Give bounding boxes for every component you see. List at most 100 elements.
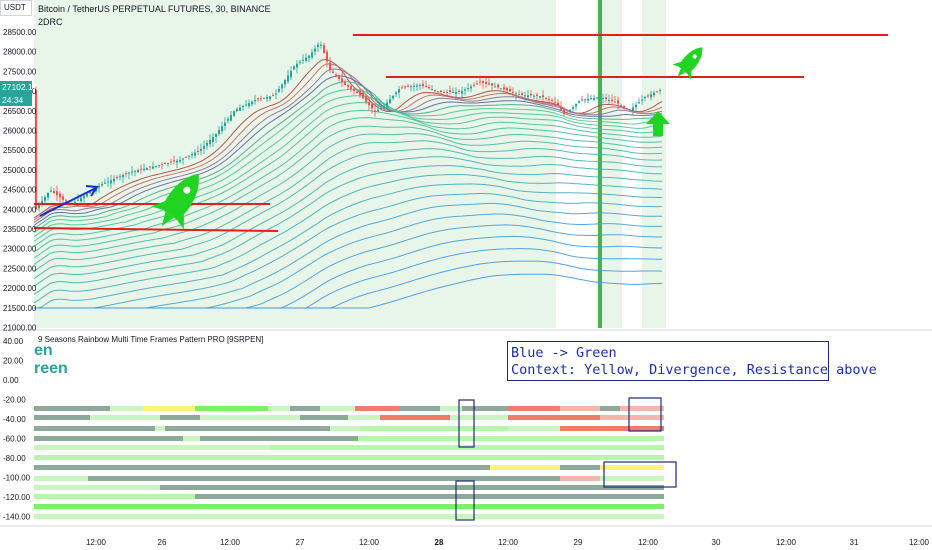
heat-segment bbox=[508, 415, 600, 420]
candle-body bbox=[59, 193, 61, 198]
vertical-marker-line[interactable] bbox=[598, 0, 602, 328]
rainbow-band-line bbox=[33, 81, 663, 230]
time-axis[interactable]: 12:00 26 12:00 27 12:00 28 12:00 29 12:00 30 12:00… bbox=[86, 538, 930, 547]
candle-body bbox=[200, 149, 202, 151]
candle-body bbox=[131, 171, 133, 173]
candle-body bbox=[182, 158, 184, 160]
trend-arrow-icon[interactable] bbox=[39, 185, 99, 217]
indicator-title[interactable]: 9 Seasons Rainbow Multi Time Frames Patt… bbox=[38, 335, 264, 344]
candle-body bbox=[395, 92, 397, 95]
candle-body bbox=[464, 89, 466, 91]
indicator-overlay-text: en bbox=[34, 342, 53, 359]
candle-body bbox=[170, 161, 172, 163]
candle-body bbox=[560, 107, 562, 110]
candle-body bbox=[515, 93, 517, 95]
heat-segment bbox=[34, 465, 490, 470]
candle-body bbox=[401, 87, 403, 89]
candle-body bbox=[89, 191, 91, 194]
candle-body bbox=[641, 99, 643, 101]
candle-body bbox=[614, 101, 616, 103]
candle-body bbox=[335, 74, 337, 76]
candle-body bbox=[260, 98, 262, 100]
candle-body bbox=[197, 151, 199, 152]
candle-body bbox=[398, 89, 400, 93]
heat-segment bbox=[560, 426, 664, 431]
candle-body bbox=[542, 95, 544, 98]
indicator-tick-label: -120.00 bbox=[3, 493, 31, 502]
up-arrow-icon[interactable] bbox=[646, 111, 670, 136]
indicator-heat-rows bbox=[34, 406, 664, 519]
candle-body bbox=[491, 83, 493, 86]
symbol-badge[interactable]: USDT bbox=[0, 0, 32, 16]
candle-body bbox=[272, 95, 274, 97]
heat-segment bbox=[620, 406, 664, 411]
candle-body bbox=[386, 102, 388, 108]
indicator-tick-label: -40.00 bbox=[3, 415, 26, 424]
candle-body bbox=[527, 95, 529, 98]
chart-title: Bitcoin / TetherUS PERPETUAL FUTURES, 30… bbox=[38, 4, 271, 14]
candle-body bbox=[635, 104, 637, 108]
price-tick-label: 26500.00 bbox=[3, 107, 37, 116]
support-line[interactable] bbox=[33, 227, 279, 232]
candle-body bbox=[434, 90, 436, 92]
heat-segment bbox=[560, 406, 600, 411]
candle-body bbox=[215, 133, 217, 137]
heat-segment bbox=[560, 476, 600, 481]
heat-segment bbox=[560, 465, 600, 470]
candle-body bbox=[245, 104, 247, 106]
candle-body bbox=[644, 97, 646, 98]
candle-body bbox=[419, 85, 421, 86]
horizontal-lines[interactable] bbox=[33, 34, 888, 232]
candle-body bbox=[509, 88, 511, 92]
candle-body bbox=[161, 164, 163, 166]
heat-segment bbox=[450, 415, 508, 420]
highlight-zones bbox=[34, 0, 666, 328]
candle-body bbox=[554, 101, 556, 103]
heat-segment bbox=[34, 406, 110, 411]
candle-body bbox=[62, 196, 64, 200]
candle-body bbox=[356, 91, 358, 93]
candle-body bbox=[308, 55, 310, 58]
candle-body bbox=[185, 156, 187, 158]
candle-body bbox=[425, 85, 427, 88]
candle-body bbox=[629, 109, 631, 111]
rainbow-band-line bbox=[33, 68, 663, 223]
price-tick-label: 21000.00 bbox=[3, 324, 37, 333]
time-tick-label: 28 bbox=[435, 538, 444, 547]
candle-body bbox=[599, 97, 601, 98]
price-tick-label: 22000.00 bbox=[3, 284, 37, 293]
rainbow-band-line bbox=[34, 183, 662, 309]
rocket-icon[interactable] bbox=[145, 162, 214, 237]
rocket-icon[interactable] bbox=[668, 40, 711, 85]
candle-body bbox=[482, 81, 484, 83]
candle-body bbox=[518, 94, 520, 96]
candle-body bbox=[158, 165, 160, 167]
candle-body bbox=[191, 154, 193, 156]
annotation-line: Context: Yellow, Divergence, Resistance … bbox=[511, 362, 877, 378]
candle-body bbox=[479, 81, 481, 83]
rainbow-band-line bbox=[33, 101, 663, 242]
annotation-textbox[interactable]: Blue -> Green Context: Yellow, Divergenc… bbox=[507, 341, 877, 381]
heat-segment bbox=[508, 426, 560, 431]
heat-segment bbox=[34, 485, 160, 490]
price-axis[interactable]: 28500.0028000.0027500.0027000.0026500.00… bbox=[3, 28, 37, 333]
candle-body bbox=[44, 196, 46, 201]
candle-body bbox=[422, 84, 424, 86]
bar-countdown-tag: 24:34 bbox=[0, 94, 32, 106]
candle-body bbox=[38, 205, 40, 209]
candle-body bbox=[365, 96, 367, 102]
candle-body bbox=[254, 100, 256, 102]
indicator-axis[interactable]: 40.00 20.00 0.00 -20.00 -40.00 -60.00 -80.00 -1… bbox=[3, 337, 31, 522]
highlight-box bbox=[455, 480, 475, 521]
candle-body bbox=[590, 98, 592, 100]
highlight-box bbox=[628, 397, 662, 432]
candle-body bbox=[659, 90, 661, 91]
heat-segment bbox=[358, 436, 664, 441]
rainbow-band-line bbox=[33, 173, 663, 304]
candle-body bbox=[299, 61, 301, 63]
candle-body bbox=[314, 48, 316, 52]
candle-body bbox=[452, 92, 454, 93]
price-tick-label: 25000.00 bbox=[3, 166, 37, 175]
candle-body bbox=[155, 165, 157, 167]
